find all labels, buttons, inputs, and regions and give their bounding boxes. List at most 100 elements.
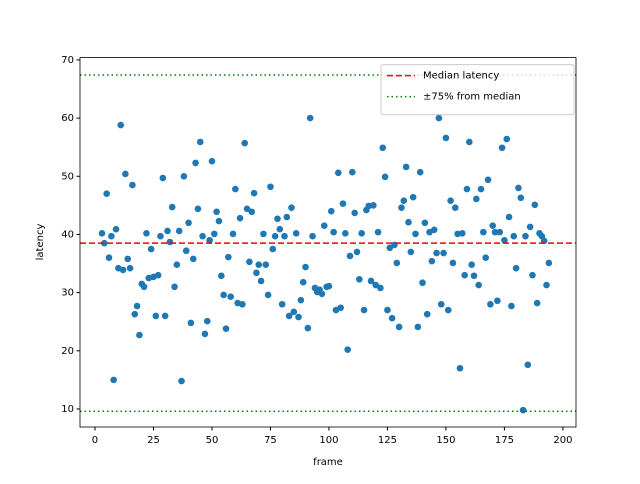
scatter-point <box>398 204 405 211</box>
scatter-point <box>517 194 525 202</box>
scatter-point <box>229 230 237 238</box>
scatter-point <box>358 229 365 237</box>
scatter-point <box>147 245 155 253</box>
scatter-point <box>440 249 447 257</box>
scatter-point <box>274 215 281 223</box>
scatter-point <box>225 253 232 261</box>
scatter-point <box>451 204 459 211</box>
x-tick-label: 125 <box>378 435 397 446</box>
scatter-point <box>318 290 326 298</box>
scatter-point <box>529 271 536 279</box>
scatter-point <box>463 185 471 193</box>
scatter-point <box>395 323 403 331</box>
scatter-point <box>203 317 211 325</box>
scatter-point <box>428 257 436 265</box>
scatter-point <box>447 197 454 205</box>
scatter-point <box>124 255 132 263</box>
x-tick-label: 175 <box>495 435 514 446</box>
scatter-point <box>189 255 197 263</box>
scatter-point <box>267 183 274 191</box>
legend: Median latency ±75% from median <box>380 64 575 116</box>
scatter-point <box>334 169 342 177</box>
scatter-point <box>227 293 234 300</box>
scatter-point <box>206 236 213 244</box>
scatter-point <box>388 314 396 322</box>
scatter-point <box>276 225 284 233</box>
scatter-point <box>379 144 387 152</box>
scatter-point <box>384 306 391 314</box>
scatter-point <box>262 261 270 268</box>
scatter-point <box>292 229 300 237</box>
scatter-point <box>208 157 216 165</box>
scatter-point <box>309 232 316 240</box>
scatter-point <box>501 236 508 244</box>
scatter-point <box>512 264 520 272</box>
scatter-point <box>416 168 424 176</box>
scatter-point <box>505 213 513 221</box>
scatter-point <box>103 190 110 198</box>
scatter-point <box>356 275 363 283</box>
scatter-point <box>108 232 115 240</box>
y-tick-label: 30 <box>61 288 74 299</box>
scatter-point <box>473 195 480 203</box>
scatter-point <box>402 163 410 171</box>
scatter-point <box>515 184 522 192</box>
scatter-point <box>140 283 148 291</box>
scatter-point <box>248 208 256 216</box>
x-tick-label: 200 <box>553 435 572 446</box>
scatter-point <box>393 259 401 267</box>
scatter-point <box>458 229 466 237</box>
scatter-point <box>283 213 291 221</box>
scatter-point <box>449 259 457 267</box>
x-tick-label: 150 <box>436 435 455 446</box>
scatter-point <box>491 228 499 236</box>
scatter-point <box>260 230 267 238</box>
scatter-point <box>164 227 171 235</box>
scatter-point <box>484 176 492 184</box>
scatter-point <box>498 144 506 152</box>
scatter-point <box>122 170 129 178</box>
scatter-point <box>342 229 349 237</box>
scatter-point <box>192 159 199 167</box>
scatter-point <box>215 217 223 225</box>
scatter-point <box>271 232 279 240</box>
scatter-point <box>461 271 468 279</box>
scatter-point <box>133 302 141 310</box>
scatter-point <box>519 406 527 414</box>
scatter-point <box>370 202 377 209</box>
scatter-point <box>119 266 127 274</box>
scatter-point <box>304 324 312 332</box>
scatter-point <box>367 277 375 285</box>
scatter-point <box>250 189 258 197</box>
scatter-point <box>232 185 239 193</box>
scatter-point <box>187 319 195 327</box>
scatter-point <box>430 226 438 234</box>
x-tick-label: 100 <box>319 435 338 446</box>
scatter-point <box>435 114 443 122</box>
scatter-point <box>374 228 382 236</box>
x-tick-label: 75 <box>264 435 277 446</box>
scatter-point <box>489 222 497 230</box>
scatter-point <box>110 376 117 384</box>
y-tick-label: 70 <box>61 55 74 66</box>
y-tick-label: 50 <box>61 171 74 182</box>
scatter-point <box>377 284 384 292</box>
scatter-point <box>320 222 328 230</box>
scatter-point <box>129 181 136 189</box>
scatter-point <box>475 281 482 289</box>
scatter-point <box>264 291 272 299</box>
legend-label: Median latency <box>423 71 499 82</box>
scatter-point <box>524 361 532 369</box>
scatter-point <box>117 121 125 129</box>
scatter-point <box>423 310 431 318</box>
scatter-point <box>407 248 415 256</box>
scatter-point <box>503 135 511 143</box>
scatter-point <box>480 228 487 236</box>
scatter-point <box>154 271 162 279</box>
y-tick-label: 20 <box>61 346 74 357</box>
scatter-point <box>166 238 174 246</box>
scatter-point <box>239 300 246 308</box>
scatter-point <box>199 232 206 240</box>
scatter-point <box>419 279 426 287</box>
scatter-point <box>180 172 188 180</box>
